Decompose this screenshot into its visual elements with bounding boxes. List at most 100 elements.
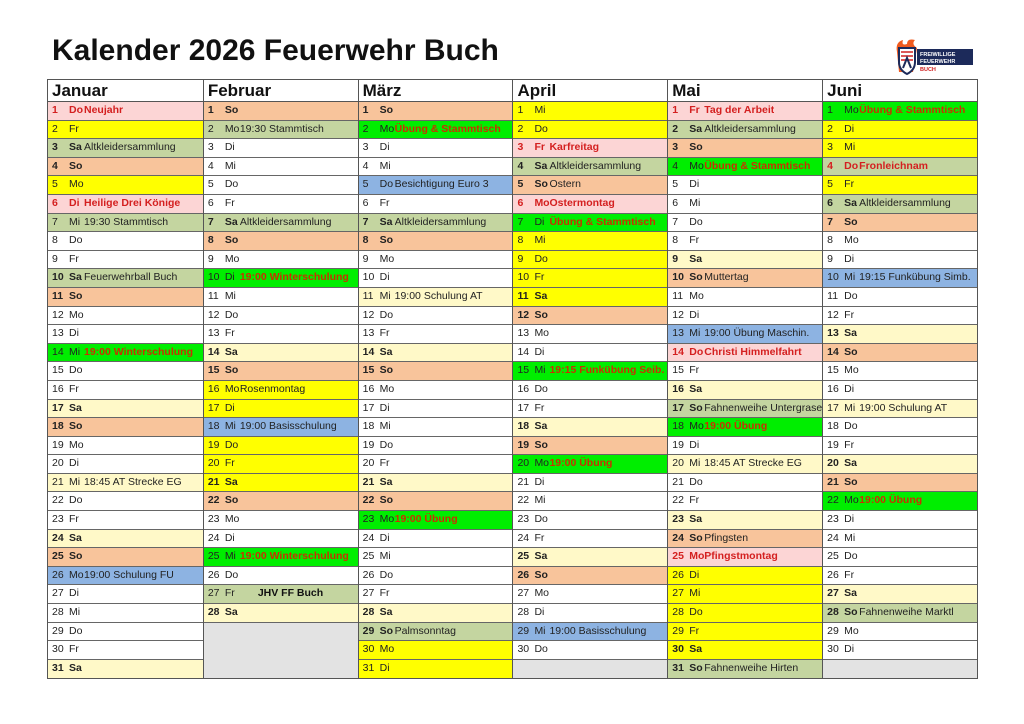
event-label: 19:00 Schulung AT	[394, 289, 483, 302]
day-number: 17	[827, 401, 839, 414]
weekday: Fr	[69, 643, 79, 656]
day-number: 24	[827, 531, 839, 544]
weekday: Do	[379, 438, 394, 451]
day-number: 7	[672, 215, 679, 228]
month-header: März	[358, 80, 513, 102]
event-label: Übung & Stammtisch	[859, 104, 966, 116]
day-number: 18	[52, 420, 64, 433]
weekday: Sa	[69, 271, 82, 284]
day-number: 22	[52, 494, 64, 507]
day-number: 14	[517, 345, 530, 358]
day-cell: 14 So	[823, 343, 977, 363]
day-number: 13	[207, 327, 220, 340]
day-number: 5	[672, 178, 679, 191]
day-label: 23 Mo	[359, 511, 395, 529]
day-label: 19 Do	[359, 437, 395, 455]
day-number: 2	[672, 122, 679, 135]
event-label: 19:15 Funkübung Seib.	[549, 364, 665, 377]
day-cell: 13 Fr	[358, 325, 513, 344]
day-cell: 1 Fr Tag der Arbeit	[668, 102, 823, 121]
day-number: 12	[207, 308, 220, 321]
day-number: 8	[517, 234, 524, 247]
day-number: 8	[827, 234, 833, 247]
day-cell: 21 Do	[668, 473, 823, 493]
day-number: 26	[672, 568, 684, 581]
day-number: 6	[52, 196, 58, 209]
day-number: 5	[827, 178, 833, 191]
day-label: 27 Mi	[668, 585, 704, 603]
day-number: 25	[672, 550, 684, 563]
day-cell: 25 Sa	[513, 548, 668, 567]
day-cell: 11 Mo	[668, 287, 823, 307]
event-label: 18:45 AT Strecke EG	[704, 457, 802, 470]
svg-text:FREIWILLIGE: FREIWILLIGE	[920, 52, 956, 58]
weekday: Di	[844, 252, 855, 265]
weekday: Di	[534, 475, 545, 488]
day-number: 1	[207, 104, 214, 116]
day-cell: 29 So Palmsonntag	[358, 622, 513, 642]
weekday: Fr	[69, 122, 79, 135]
day-number: 9	[207, 252, 214, 265]
weekday: Mi	[534, 624, 546, 637]
day-label: 10 Fr	[513, 269, 549, 287]
day-label: 26 Mo	[48, 567, 84, 585]
day-number: 16	[517, 382, 530, 395]
day-cell: 2 Fr	[48, 120, 203, 140]
day-label: 7 So	[823, 214, 859, 232]
day-cell: 30 Mo	[358, 641, 513, 660]
day-number: 2	[517, 122, 524, 135]
day-cell: 6 Di Heilige Drei Könige	[48, 194, 203, 214]
day-cell: 17 Mi 19:00 Schulung AT	[823, 399, 977, 419]
day-cell: 20 Mi 18:45 AT Strecke EG	[668, 455, 823, 474]
weekday: Mo	[844, 104, 859, 116]
day-cell: 21 So	[823, 473, 977, 493]
day-cell: 25 Mo Pfingstmontag	[668, 548, 823, 567]
weekday: Mo	[69, 178, 84, 191]
event-label: 19:00 Winterschulung	[84, 345, 194, 358]
day-cell: 13 Mo	[513, 325, 668, 344]
day-label: 16 Di	[823, 381, 859, 399]
weekday: Di	[224, 401, 235, 414]
day-label: 9 Di	[823, 251, 859, 269]
empty-cell	[513, 659, 668, 679]
weekday: So	[844, 606, 858, 619]
day-label: 20 Fr	[204, 455, 240, 473]
day-label: 8 Mi	[513, 232, 549, 250]
day-cell: 23 Fr	[48, 511, 203, 530]
weekday: Fr	[534, 401, 545, 414]
day-number: 2	[207, 122, 214, 135]
day-cell: 16 Fr	[48, 380, 203, 400]
day-label: 9 Fr	[48, 251, 84, 269]
month-column: Januar 1 Do Neujahr 2 Fr 3 Sa Altkleidersammlung…	[48, 80, 203, 679]
event-label: Karfreitag	[549, 141, 600, 154]
day-cell: 31 So Fahnenweihe Hirten	[668, 659, 823, 679]
weekday: Fr	[379, 327, 390, 340]
day-label: 25 Mi	[359, 548, 395, 566]
day-label: 26 So	[513, 567, 549, 585]
day-number: 20	[362, 457, 375, 470]
day-label: 9 Mo	[204, 251, 240, 269]
day-label: 24 Mi	[823, 530, 859, 548]
weekday: So	[224, 104, 239, 116]
day-number: 26	[52, 568, 64, 581]
event-label: Tag der Arbeit	[704, 104, 775, 116]
day-number: 10	[52, 271, 64, 284]
day-label: 29 Do	[48, 623, 84, 641]
weekday: Mi	[689, 327, 701, 340]
event-label: Altkleidersammlung	[549, 159, 642, 172]
day-label: 5 Fr	[823, 176, 859, 194]
day-number: 12	[52, 308, 64, 321]
weekday: Mi	[844, 531, 856, 544]
day-label: 21 Mi	[48, 474, 84, 492]
day-label: 20 Mo	[513, 455, 549, 473]
day-cell: 10 So Muttertag	[668, 269, 823, 288]
month-column: Februar 1 So 2 Mo 19:30 Stammtisch 3 Di 4 Mi 5 Do 6 F…	[202, 80, 358, 679]
day-cell: 25 Mi 19:00 Winterschulung	[203, 548, 358, 567]
day-number: 12	[827, 308, 839, 321]
day-cell: 6 Fr	[358, 194, 513, 214]
day-label: 12 Di	[668, 307, 704, 325]
day-label: 12 Fr	[823, 307, 859, 325]
event-label: 19:00 Übung	[394, 513, 458, 526]
day-number: 25	[52, 550, 64, 563]
day-cell: 28 Sa	[358, 604, 513, 623]
